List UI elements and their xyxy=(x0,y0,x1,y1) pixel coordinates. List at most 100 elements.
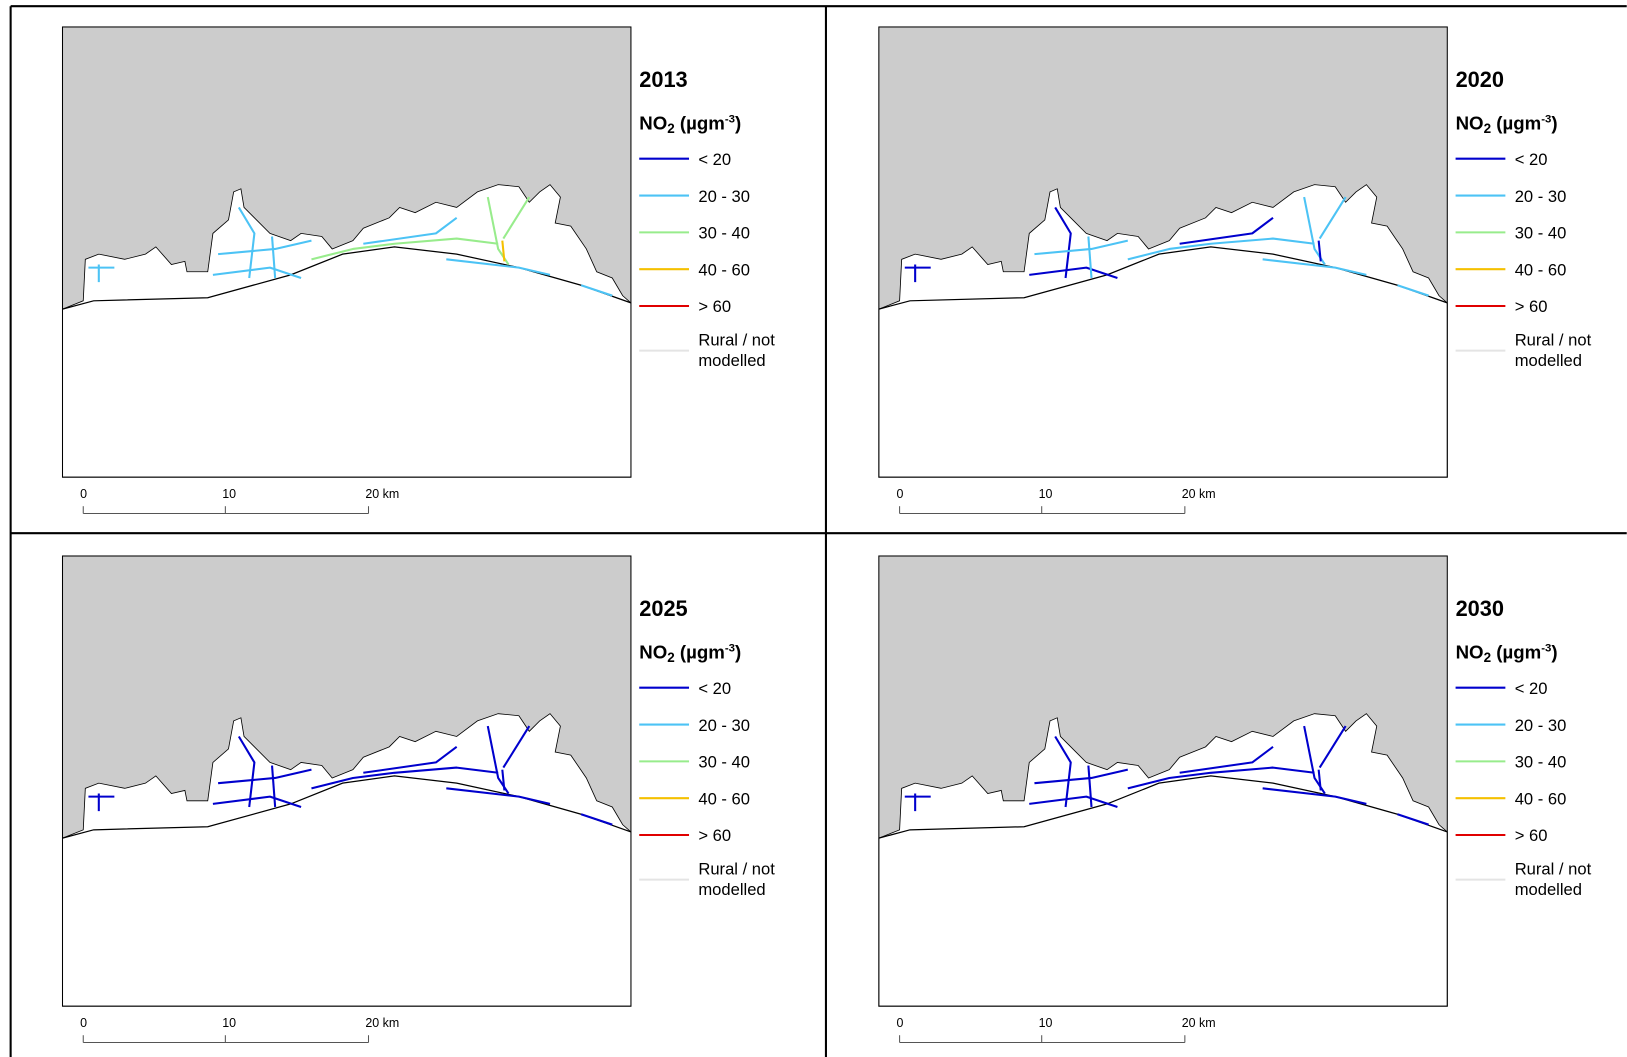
map-panel: 2030 NO2 (µgm-3)< 20 20 - 30 30 - 40 40 - 60 >… xyxy=(878,555,1592,1043)
legend-title-part: ) xyxy=(1551,113,1557,134)
road xyxy=(580,813,613,826)
scale-label: 0 xyxy=(80,487,87,501)
road xyxy=(446,258,551,276)
road xyxy=(1262,258,1367,276)
legend-label: 30 - 40 xyxy=(1515,224,1567,243)
road xyxy=(1029,266,1118,279)
road xyxy=(1054,206,1072,279)
road xyxy=(212,266,302,279)
road xyxy=(904,793,931,812)
legend-title-part: NO xyxy=(639,113,667,134)
legend-title-part: ) xyxy=(735,113,741,134)
legend-title-part: 2 xyxy=(1484,650,1492,665)
road xyxy=(212,795,302,808)
panel-year: 2025 xyxy=(639,596,687,621)
map-panel: 2025 NO2 (µgm-3)< 20 20 - 30 30 - 40 40 - 60 >… xyxy=(61,555,775,1043)
road xyxy=(1179,746,1274,774)
legend-title-part: (µgm xyxy=(1496,642,1541,663)
legend-label: Rural / not xyxy=(698,330,775,349)
panel-year: 2020 xyxy=(1456,67,1504,92)
scale-label: 10 xyxy=(1039,1016,1053,1030)
legend-label: Rural / not xyxy=(698,859,775,878)
legend-label: > 60 xyxy=(698,826,731,845)
map-panel: 2013 NO2 (µgm-3)< 20 20 - 30 30 - 40 40 - 60 >… xyxy=(61,26,775,514)
road xyxy=(1127,766,1315,790)
map-frame xyxy=(61,555,632,1007)
road xyxy=(502,725,531,769)
road xyxy=(218,239,312,256)
legend-label: < 20 xyxy=(1515,679,1548,698)
legend-label: > 60 xyxy=(1515,826,1548,845)
scale-label: 10 xyxy=(222,1016,236,1030)
legend-title-part: -3 xyxy=(1541,113,1551,125)
scale-label: 0 xyxy=(896,1016,903,1030)
legend-title-part: NO xyxy=(1456,642,1484,663)
legend-label: modelled xyxy=(1515,351,1582,370)
road xyxy=(1318,725,1347,769)
scale-label: 0 xyxy=(896,487,903,501)
legend-title-part: 2 xyxy=(667,650,675,665)
legend-title-part: NO xyxy=(1456,113,1484,134)
road xyxy=(1262,787,1367,805)
road xyxy=(363,746,458,774)
legend-label: 40 - 60 xyxy=(1515,260,1567,279)
road xyxy=(904,264,931,283)
panel-year: 2030 xyxy=(1456,596,1504,621)
legend-label: 40 - 60 xyxy=(1515,789,1567,808)
scale-label: 20 km xyxy=(1182,1016,1216,1030)
road xyxy=(1318,196,1347,240)
map-frame xyxy=(878,555,1448,1007)
road xyxy=(237,735,256,808)
map-panel: 2020 NO2 (µgm-3)< 20 20 - 30 30 - 40 40 - 60 >… xyxy=(878,26,1592,514)
legend-label: < 20 xyxy=(1515,150,1548,169)
legend-title-part: (µgm xyxy=(680,113,725,134)
legend-title-part: ) xyxy=(735,642,741,663)
legend-label: > 60 xyxy=(698,297,731,316)
legend-label: Rural / not xyxy=(1515,859,1592,878)
legend-title: NO2 (µgm-3) xyxy=(639,642,741,665)
road xyxy=(580,284,613,297)
legend-title-part: 2 xyxy=(1484,121,1492,136)
road xyxy=(1317,240,1322,262)
map-frame xyxy=(61,26,632,478)
legend-label: modelled xyxy=(698,351,765,370)
legend-label: 40 - 60 xyxy=(698,260,750,279)
road xyxy=(311,237,499,261)
legend-title-part: (µgm xyxy=(680,642,725,663)
road xyxy=(1397,284,1429,297)
road xyxy=(1029,795,1118,808)
legend-label: Rural / not xyxy=(1515,330,1592,349)
road xyxy=(363,217,458,245)
road xyxy=(501,240,506,262)
map xyxy=(878,555,1448,1007)
map xyxy=(61,555,632,1007)
legend-title: NO2 (µgm-3) xyxy=(639,113,741,136)
scale-label: 20 km xyxy=(365,1016,399,1030)
road xyxy=(1179,217,1274,245)
legend-label: 30 - 40 xyxy=(698,224,750,243)
legend-title-part: -3 xyxy=(725,113,735,125)
road xyxy=(237,206,256,279)
panel-borders xyxy=(9,5,1627,1057)
legend-label: 20 - 30 xyxy=(1515,187,1567,206)
road xyxy=(502,196,531,240)
road xyxy=(311,766,499,790)
map-frame xyxy=(878,26,1448,478)
legend-title: NO2 (µgm-3) xyxy=(1456,113,1558,136)
legend-label: modelled xyxy=(698,880,765,899)
road xyxy=(1087,765,1093,808)
legend-title-part: -3 xyxy=(725,642,735,654)
scale-label: 10 xyxy=(1039,487,1053,501)
map xyxy=(61,26,632,478)
road xyxy=(88,264,115,283)
legend-label: < 20 xyxy=(698,679,731,698)
road xyxy=(270,765,277,808)
scale-label: 0 xyxy=(80,1016,87,1030)
legend-label: 40 - 60 xyxy=(698,789,750,808)
panel-year: 2013 xyxy=(639,67,687,92)
road xyxy=(1127,237,1315,261)
road xyxy=(218,768,312,785)
road xyxy=(1034,768,1129,785)
